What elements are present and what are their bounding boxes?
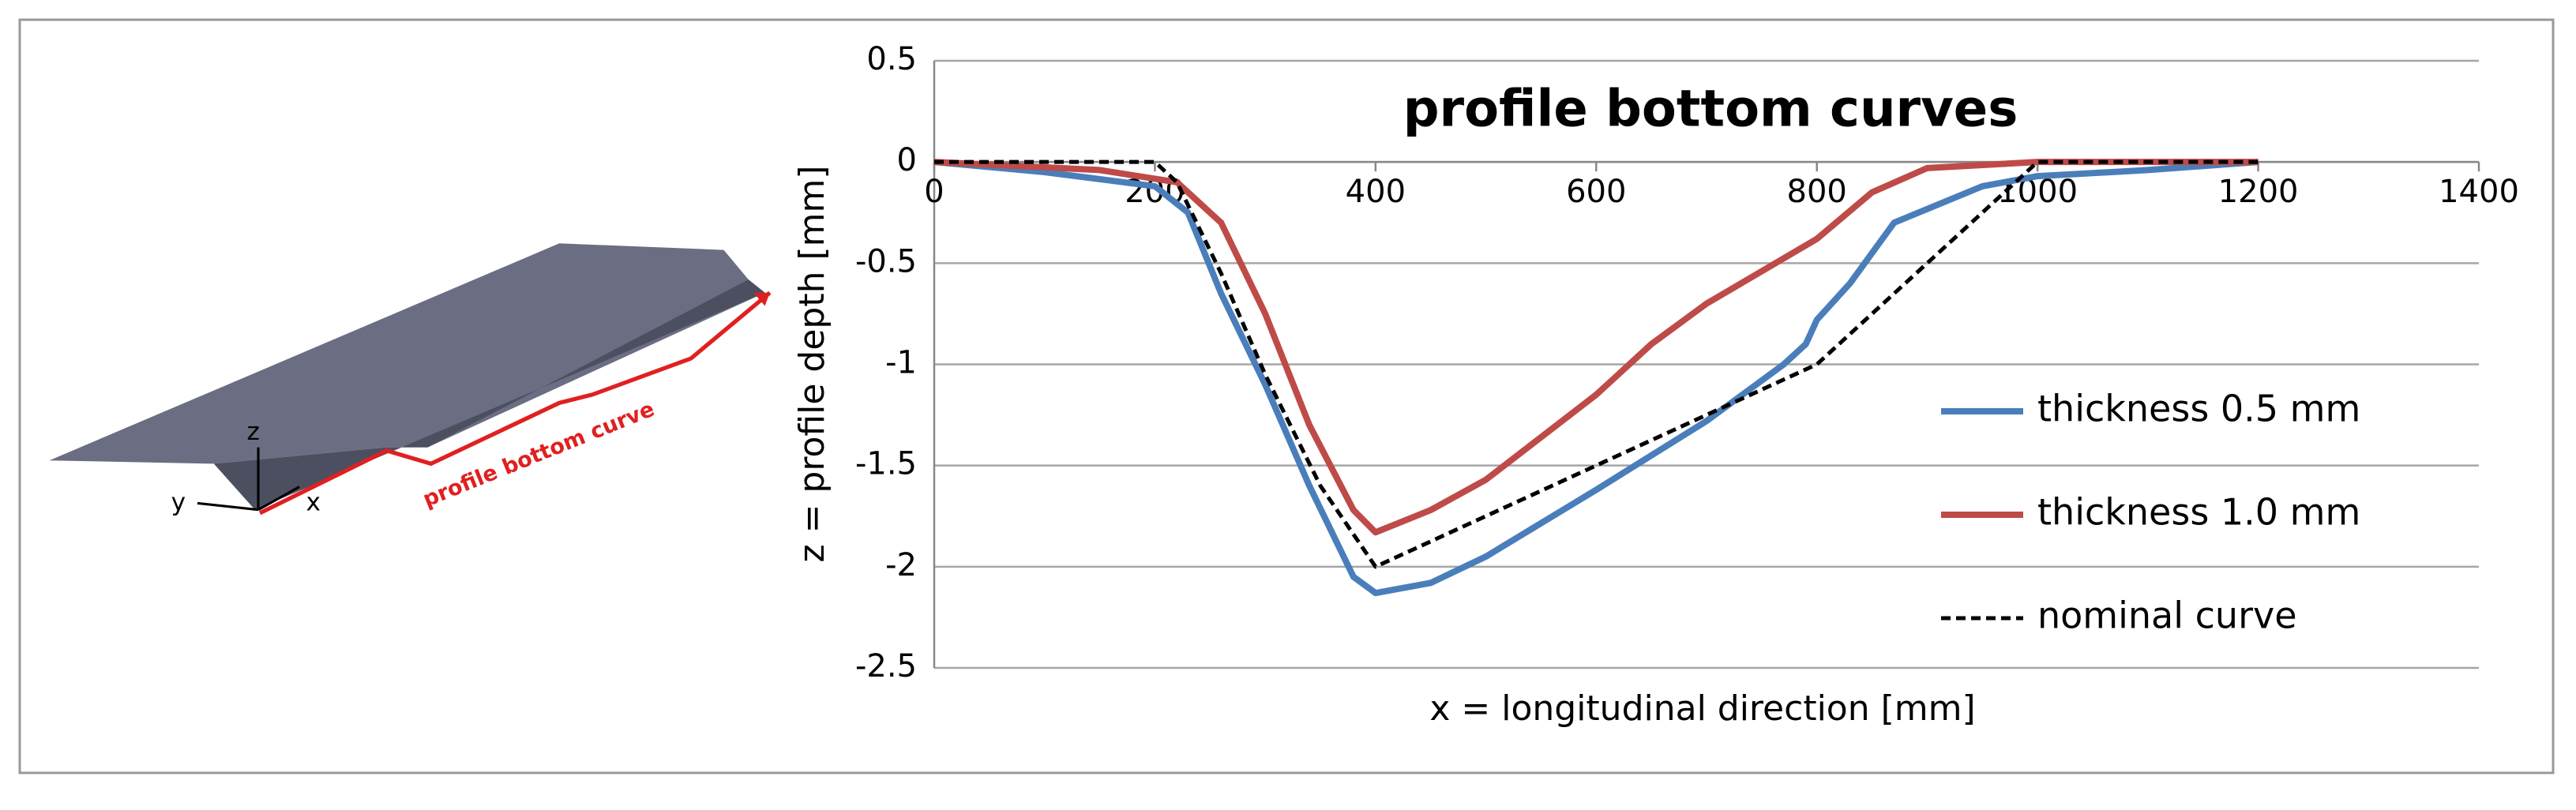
legend-label: nominal curve bbox=[2037, 594, 2297, 637]
y-tick-label: -2.5 bbox=[855, 648, 917, 684]
y-tick-label: -0.5 bbox=[855, 243, 917, 279]
x-tick-label: 0 bbox=[924, 174, 944, 210]
series-line bbox=[934, 159, 2259, 569]
x-axis-label: x = longitudinal direction [mm] bbox=[1429, 688, 1975, 729]
legend-label: thickness 0.5 mm bbox=[2037, 388, 2360, 430]
axis-x bbox=[257, 486, 300, 512]
y-tick-label: 0.5 bbox=[866, 41, 917, 77]
x-tick-label: 600 bbox=[1566, 174, 1626, 210]
axis-y bbox=[197, 501, 259, 512]
slab-top bbox=[49, 243, 765, 464]
series-line bbox=[933, 159, 2259, 597]
x-tick-label: 1400 bbox=[2439, 174, 2519, 210]
y-tick-label: 0 bbox=[897, 142, 917, 178]
y-tick-label: -1 bbox=[885, 345, 917, 381]
x-tick-label: 400 bbox=[1346, 174, 1406, 210]
label-y: y bbox=[171, 488, 186, 516]
series-line bbox=[933, 159, 2259, 536]
y-tick-label: -1.5 bbox=[855, 446, 917, 482]
label-x: x bbox=[306, 488, 321, 516]
x-tick-label: 800 bbox=[1787, 174, 1847, 210]
label-z: z bbox=[246, 418, 259, 446]
x-tick-label: 1200 bbox=[2218, 174, 2299, 210]
arrow-head bbox=[753, 292, 770, 306]
slab-side bbox=[213, 279, 765, 510]
legend-label: thickness 1.0 mm bbox=[2037, 491, 2360, 534]
bottom-curve bbox=[258, 291, 772, 516]
chart-title: profile bottom curves bbox=[1403, 81, 2018, 139]
y-tick-label: -2 bbox=[885, 547, 917, 583]
y-axis-label: z = profile depth [mm] bbox=[792, 165, 832, 562]
